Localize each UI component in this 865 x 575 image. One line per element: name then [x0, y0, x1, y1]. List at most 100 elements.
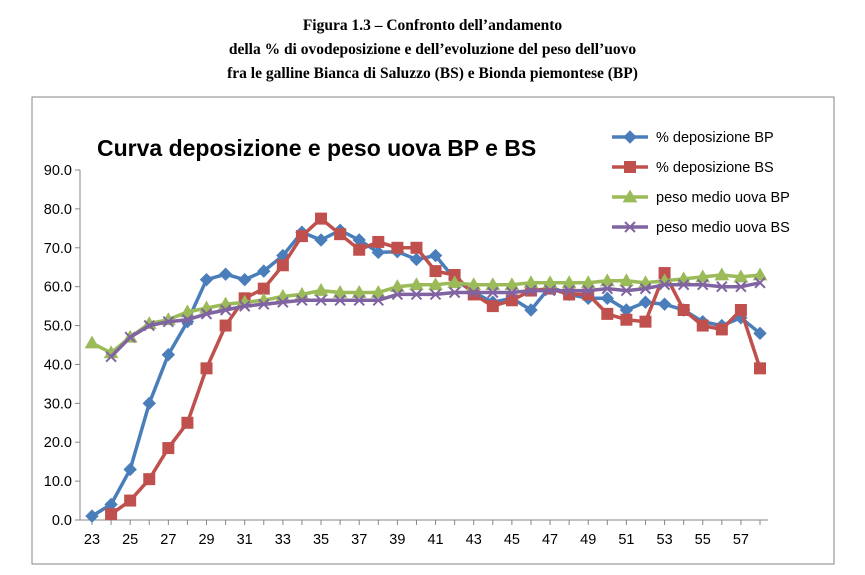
data-point-square [353, 243, 366, 256]
x-tick-label: 57 [733, 532, 749, 548]
x-tick-label: 45 [504, 532, 520, 548]
data-point-triangle [714, 267, 730, 281]
x-tick-label: 41 [427, 532, 443, 548]
data-point-x [716, 280, 728, 293]
data-point-diamond [638, 295, 653, 309]
data-point-x [315, 294, 327, 306]
x-tick-label: 53 [657, 532, 673, 548]
chart-title: Curva deposizione e peso uova BP e BS [97, 135, 536, 161]
caption-line-3: fra le galline Bianca di Saluzzo (BS) e … [227, 65, 638, 82]
data-point-square [391, 241, 404, 254]
data-point-square [505, 294, 518, 307]
x-tick-label: 23 [84, 532, 100, 548]
legend-label: peso medio uova BP [656, 190, 790, 206]
data-point-x [620, 284, 633, 297]
caption-line-2: della % di ovodeposizione e dell’evoluzi… [228, 41, 637, 58]
data-point-triangle [390, 279, 405, 293]
data-point-diamond [142, 396, 156, 411]
data-point-x [487, 286, 499, 299]
data-point-triangle [619, 273, 634, 287]
data-point-diamond [199, 272, 214, 287]
x-tick-label: 51 [618, 532, 634, 548]
data-point-x [601, 282, 614, 295]
legend-label: % deposizione BP [656, 130, 774, 146]
data-point-triangle [580, 275, 596, 289]
data-point-triangle [84, 335, 100, 349]
data-point-square [257, 282, 270, 295]
data-point-square [734, 304, 747, 316]
x-tick-label: 39 [389, 532, 405, 548]
data-point-diamond [257, 264, 271, 278]
data-point-diamond [314, 233, 328, 247]
series-layer [84, 212, 768, 523]
data-point-x [506, 286, 518, 299]
data-point-x [181, 314, 194, 326]
data-point-x [277, 296, 289, 308]
data-point-triangle [504, 277, 520, 291]
data-point-diamond [371, 245, 385, 260]
data-point-diamond [428, 248, 443, 263]
data-point-square [162, 442, 175, 455]
data-point-x [334, 294, 346, 306]
data-point-diamond [237, 272, 252, 287]
data-point-x [296, 294, 308, 306]
data-point-diamond [123, 462, 137, 477]
data-point-x [658, 279, 671, 291]
data-point-square [315, 212, 328, 225]
data-point-diamond [409, 252, 424, 267]
data-point-triangle [409, 277, 424, 291]
data-point-diamond [524, 303, 538, 317]
data-point-square [429, 265, 442, 278]
x-tick-label: 33 [275, 532, 291, 548]
data-point-square [124, 494, 137, 507]
data-point-diamond [161, 348, 176, 362]
data-point-triangle [313, 283, 329, 296]
data-point-x [735, 280, 747, 293]
data-point-square [486, 300, 499, 313]
data-point-diamond [85, 509, 99, 523]
data-point-x [258, 298, 270, 310]
y-tick-label: 40.0 [44, 357, 72, 373]
data-point-x [525, 284, 537, 297]
data-point-square [620, 313, 633, 326]
data-point-x [238, 300, 251, 312]
data-point-triangle [523, 275, 539, 289]
x-tick-label: 35 [313, 532, 329, 548]
data-point-x [468, 286, 480, 299]
data-point-square [639, 315, 652, 328]
x-tick-label: 31 [237, 532, 253, 548]
legend-item-2: % deposizione BS [612, 160, 774, 176]
data-point-x [697, 279, 709, 291]
y-tick-label: 0.0 [52, 513, 72, 529]
data-point-diamond [753, 326, 767, 341]
data-point-diamond [600, 291, 615, 306]
data-point-diamond [657, 297, 672, 311]
data-point-x [391, 288, 404, 301]
data-point-square [219, 319, 232, 332]
legend-label: % deposizione BS [656, 160, 774, 176]
caption-line-1: Figura 1.3 – Confronto dell’andamento [302, 17, 563, 34]
x-tick-label: 55 [695, 532, 711, 548]
figure-caption: Figura 1.3 – Confronto dell’andamento de… [0, 14, 865, 86]
data-point-triangle [695, 269, 711, 283]
data-point-square [624, 161, 636, 173]
data-point-triangle [447, 275, 462, 289]
x-tick-label: 29 [198, 532, 214, 548]
data-point-triangle [428, 277, 443, 291]
data-point-triangle [542, 275, 558, 289]
data-point-x [143, 319, 155, 332]
data-point-square [410, 241, 423, 254]
data-point-triangle [599, 273, 615, 287]
data-point-x [353, 294, 365, 306]
data-point-triangle [752, 267, 768, 281]
x-tick-label: 43 [466, 532, 482, 548]
x-tick-label: 47 [542, 532, 558, 548]
data-point-x [410, 288, 423, 301]
data-point-triangle [351, 284, 367, 298]
data-point-diamond [623, 130, 637, 144]
y-tick-label: 70.0 [44, 241, 72, 257]
data-point-square [467, 288, 480, 301]
data-point-x [448, 286, 461, 299]
data-point-square [677, 304, 690, 316]
